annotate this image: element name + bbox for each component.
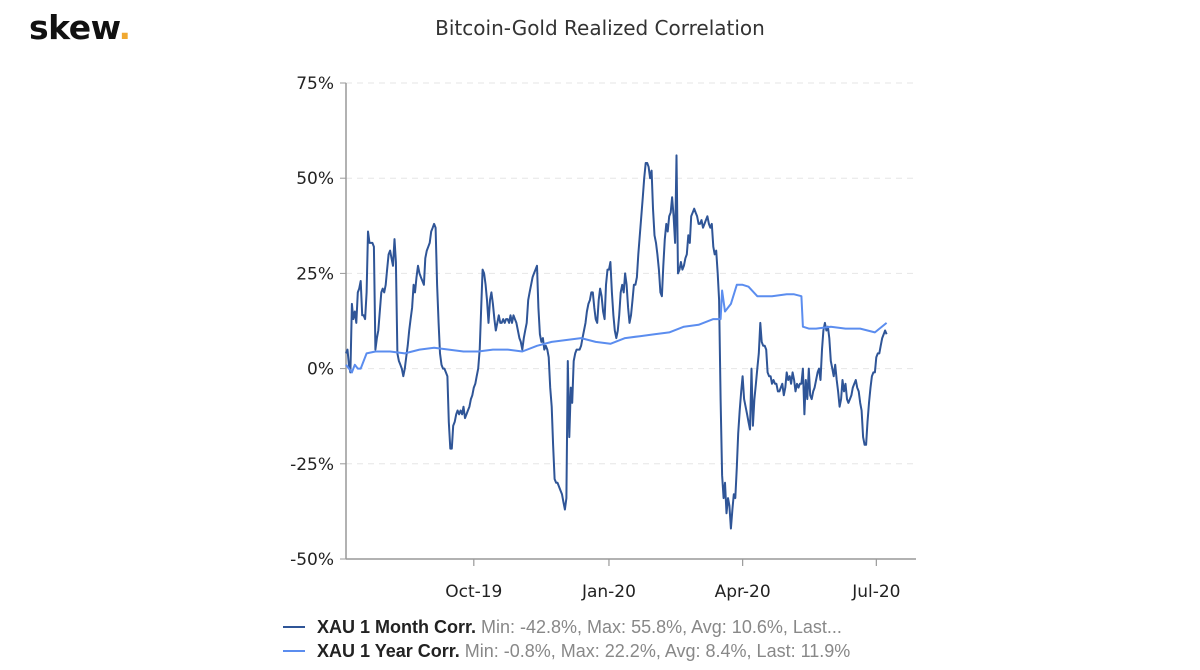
legend-stats: Min: -42.8%, Max: 55.8%, Avg: 10.6%, Las… (481, 617, 842, 637)
y-tick-label: 25% (296, 264, 334, 284)
axes (345, 83, 916, 560)
skew-logo: skew. (29, 8, 131, 47)
legend-name: XAU 1 Year Corr. (317, 641, 460, 661)
series-group (345, 154, 888, 530)
y-tick-label: 50% (296, 169, 334, 189)
y-tick-label: -50% (290, 550, 334, 570)
legend: XAU 1 Month Corr. Min: -42.8%, Max: 55.8… (283, 615, 850, 663)
logo-dot: . (118, 8, 131, 47)
legend-swatch-year (283, 650, 305, 652)
x-axis-ticks: Oct-19 Jan-20 Apr-20 Jul-20 (445, 559, 900, 602)
y-tick-label: 75% (296, 74, 334, 94)
y-axis-ticks: 75% 50% 25% 0% -25% -50% (290, 74, 346, 570)
legend-name: XAU 1 Month Corr. (317, 617, 477, 637)
x-tick-label: Oct-19 (445, 582, 502, 602)
gridlines (346, 82, 916, 465)
logo-text: skew (29, 8, 119, 47)
series-line-1-year-corr (345, 283, 888, 374)
x-tick-label: Jul-20 (851, 582, 900, 602)
legend-item-year[interactable]: XAU 1 Year Corr. Min: -0.8%, Max: 22.2%,… (283, 639, 850, 663)
x-tick-label: Jan-20 (581, 582, 636, 602)
legend-stats: Min: -0.8%, Max: 22.2%, Avg: 8.4%, Last:… (464, 641, 851, 661)
legend-swatch-month (283, 626, 305, 628)
legend-item-month[interactable]: XAU 1 Month Corr. Min: -42.8%, Max: 55.8… (283, 615, 850, 639)
chart-title: Bitcoin-Gold Realized Correlation (435, 16, 765, 40)
series-line-1-month-corr (345, 154, 888, 530)
y-tick-label: -25% (290, 455, 334, 475)
y-tick-label: 0% (307, 360, 334, 380)
x-tick-label: Apr-20 (715, 582, 771, 602)
